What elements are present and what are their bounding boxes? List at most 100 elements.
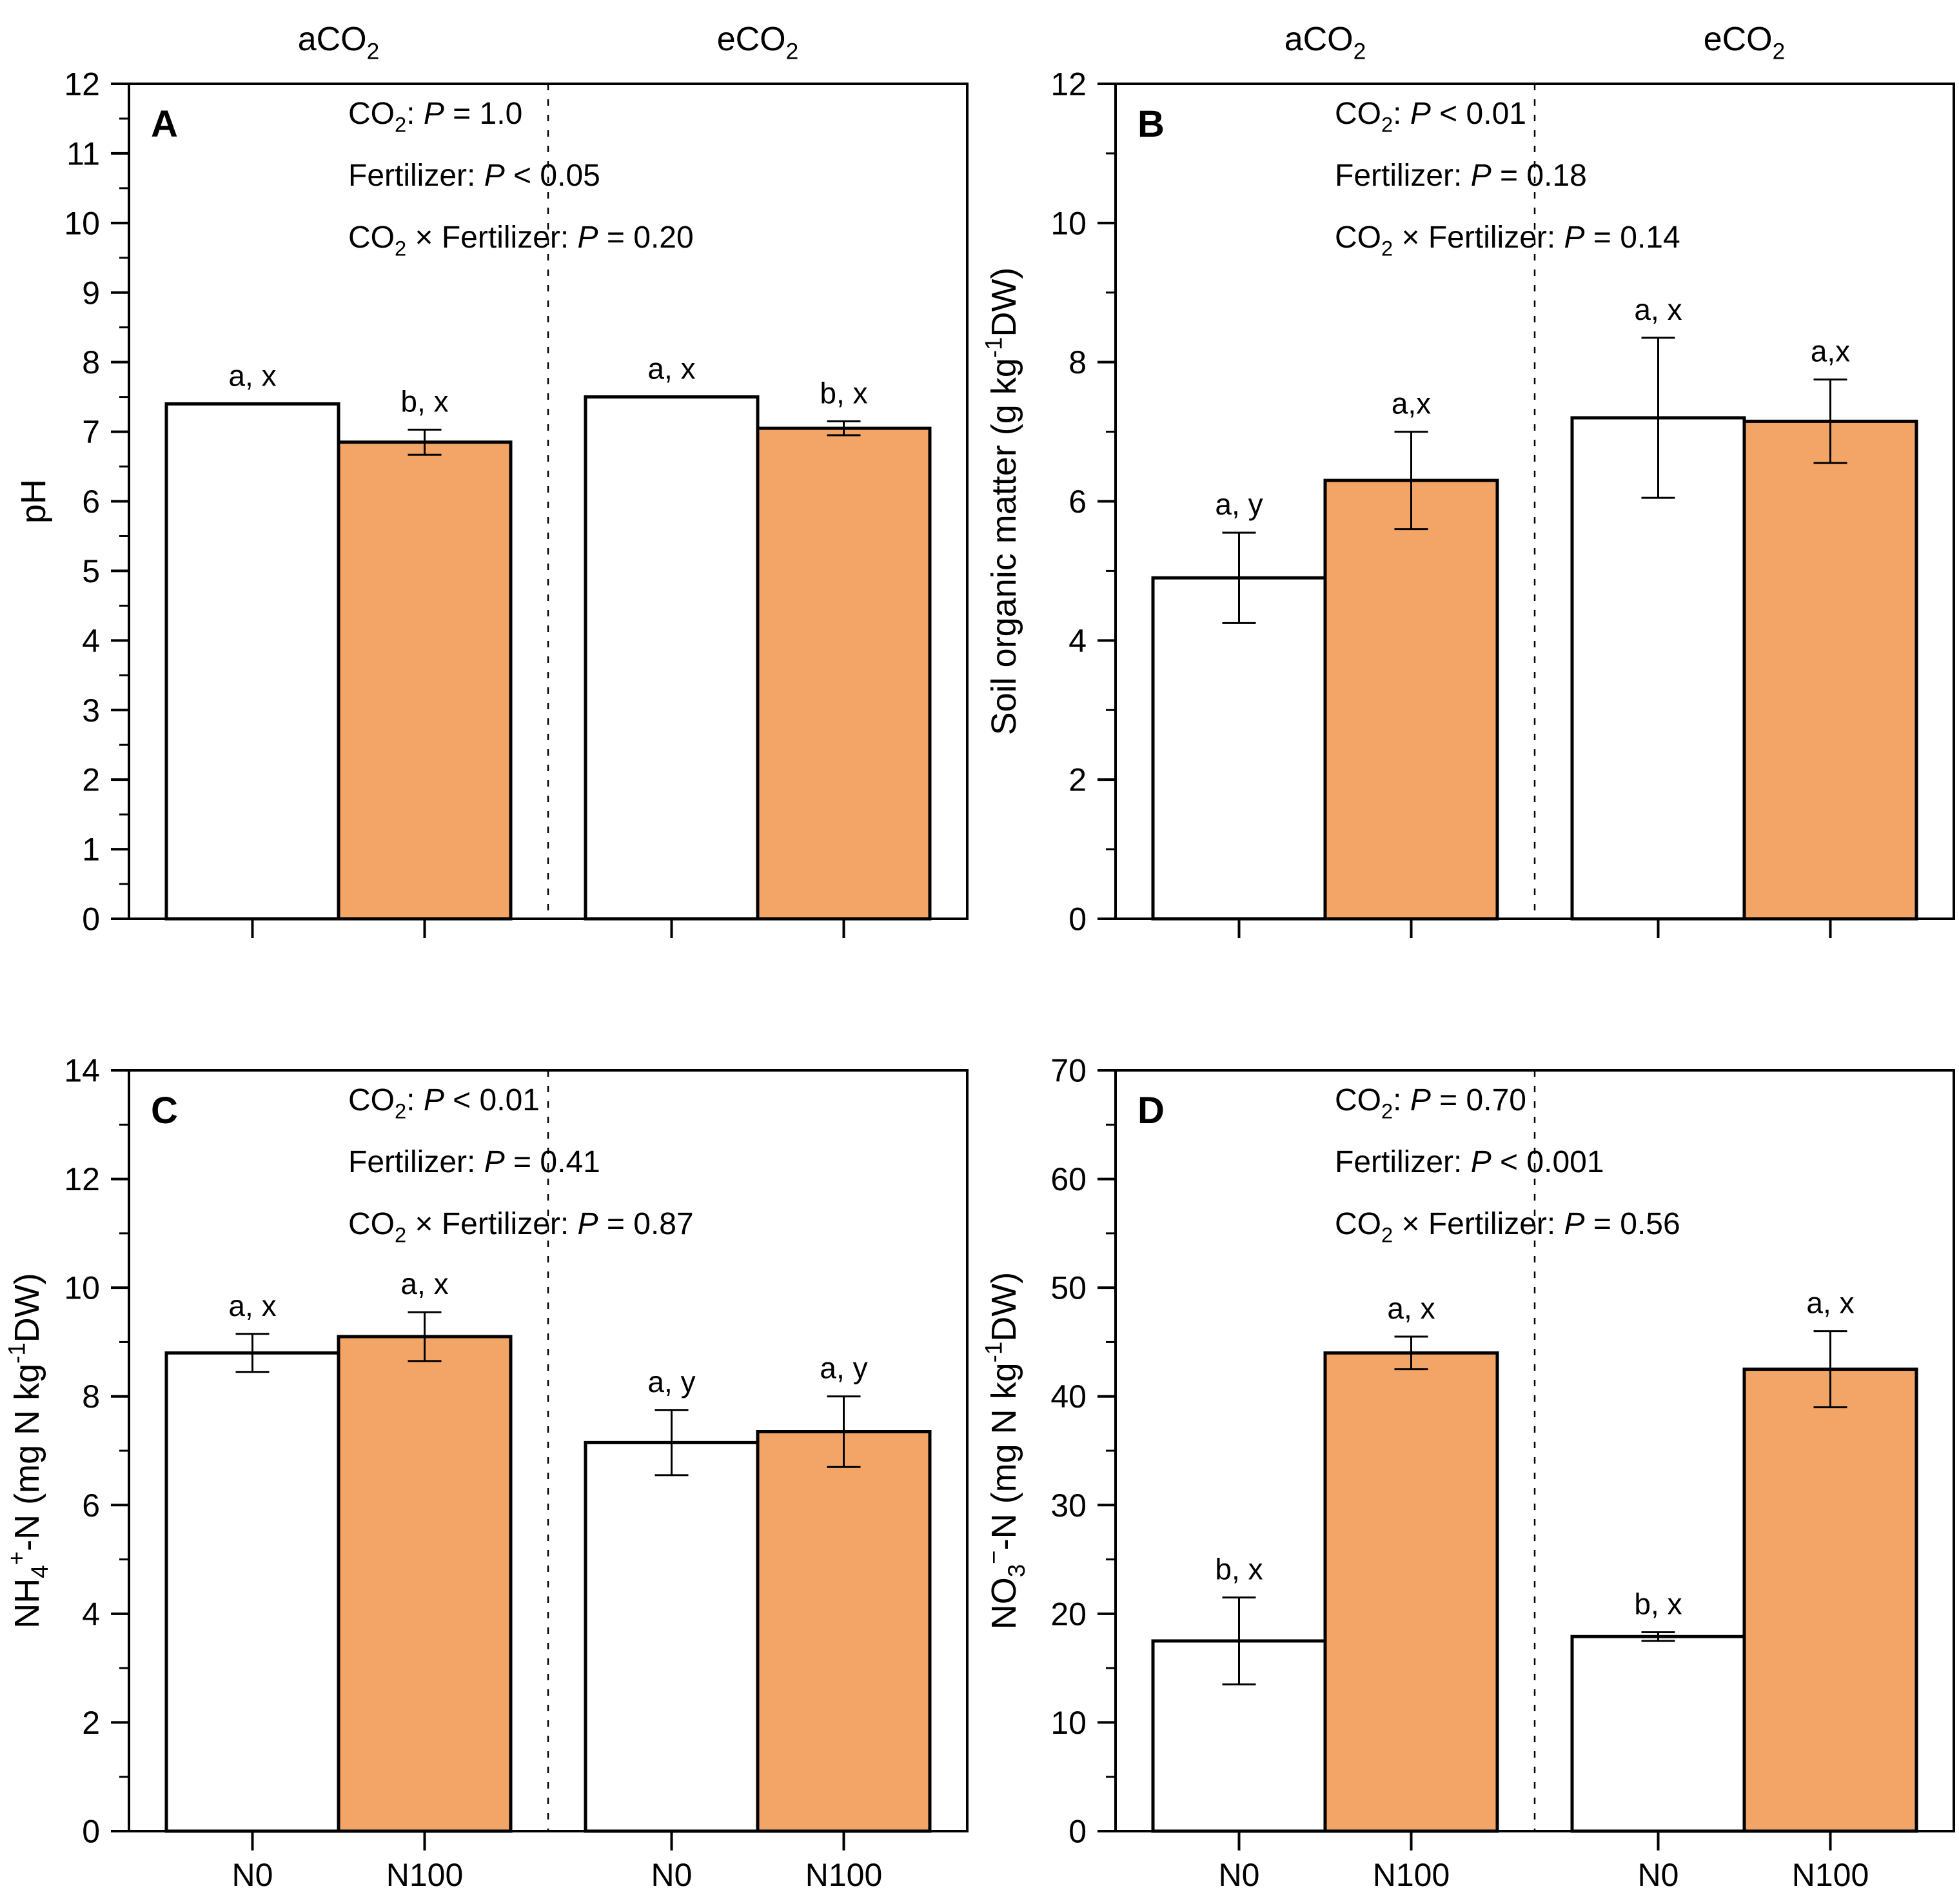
y-tick-label: 4 [82, 623, 100, 659]
stats-line-A-2: Fertilizer: P < 0.05 [348, 159, 600, 193]
y-tick-label: 5 [82, 553, 100, 589]
bar-A-aCO2-N100 [337, 440, 513, 921]
sig-label-A-0: a, x [228, 358, 276, 392]
y-axis-label: Soil organic matter (g kg-1DW) [980, 268, 1023, 736]
y-tick-label: 0 [1068, 1814, 1087, 1850]
x-tick-label: N0 [1638, 1857, 1679, 1893]
x-tick-label: N0 [232, 1857, 273, 1893]
bar-B-aCO2-N0 [1151, 576, 1327, 921]
sig-label-A-3: b, x [820, 376, 867, 409]
y-tick-label: 9 [82, 275, 100, 311]
error-bar [1222, 531, 1256, 624]
y-tick-label: 6 [1068, 484, 1087, 520]
sig-label-C-1: a, x [400, 1267, 448, 1300]
bar-C-eCO2-N0 [584, 1440, 760, 1833]
bar-A-eCO2-N100 [756, 426, 932, 921]
y-tick-label: 0 [1068, 901, 1087, 937]
sig-label-D-3: a, x [1806, 1286, 1854, 1320]
bar-D-aCO2-N100 [1323, 1351, 1499, 1833]
y-tick-label: 4 [82, 1596, 100, 1632]
sig-label-A-2: a, x [647, 352, 695, 386]
x-tick-label: N100 [1792, 1857, 1869, 1893]
bar-A-eCO2-N0 [584, 395, 760, 921]
y-tick-label: 40 [1050, 1379, 1087, 1415]
y-tick-label: 30 [1050, 1487, 1087, 1524]
stats-line-C-1: CO2: P < 0.01 [348, 1083, 540, 1123]
y-tick-label: 2 [82, 1705, 100, 1741]
y-tick-label: 10 [1050, 1705, 1087, 1741]
y-tick-label: 0 [82, 901, 100, 937]
bar-B-eCO2-N100 [1742, 419, 1918, 921]
error-bar [1394, 1335, 1428, 1371]
panel-D: b, x N0 a, x N100 b, x N0 a, x N100 0 10 20 30 40 50 6… [980, 1053, 1955, 1893]
sig-label-B-2: a, x [1634, 293, 1682, 326]
group-header-aco2: aCO2 [298, 21, 380, 64]
stats-line-C-2: Fertilizer: P = 0.41 [348, 1145, 600, 1179]
y-tick-label: 7 [82, 414, 100, 450]
stats-line-B-3: CO2 × Fertilizer: P = 0.14 [1335, 221, 1680, 260]
group-header-eco2: eCO2 [717, 21, 799, 64]
y-tick-label: 10 [64, 1270, 100, 1306]
bar-A-aCO2-N0 [164, 402, 340, 921]
bar-B-eCO2-N0 [1570, 416, 1746, 921]
bar-C-aCO2-N100 [337, 1335, 513, 1833]
stats-line-D-1: CO2: P = 0.70 [1335, 1083, 1526, 1123]
sig-label-C-0: a, x [228, 1289, 276, 1322]
y-tick-label: 1 [82, 832, 100, 868]
error-bar [1222, 1596, 1256, 1685]
bar-D-eCO2-N100 [1742, 1368, 1918, 1833]
y-axis-label: pH [14, 479, 53, 524]
y-tick-label: 20 [1050, 1596, 1087, 1632]
bar-B-aCO2-N100 [1323, 478, 1499, 921]
sig-label-B-3: a,x [1811, 335, 1850, 368]
y-tick-label: 12 [64, 1161, 100, 1197]
error-bar [235, 1333, 270, 1373]
sig-label-B-0: a, y [1215, 487, 1263, 521]
y-tick-label: 50 [1050, 1270, 1087, 1306]
group-header-aco2: aCO2 [1285, 21, 1366, 64]
panel-B: aCO2 eCO2 a, y a,x a, x a,x 0 2 4 6 8 10 12 Soil orga… [980, 21, 1955, 938]
x-tick-label: N0 [651, 1857, 693, 1893]
sig-label-D-2: b, x [1634, 1587, 1682, 1621]
error-bar [827, 420, 861, 437]
y-tick-label: 0 [82, 1814, 100, 1850]
panel-letter-A: A [151, 103, 178, 145]
x-tick-label: N100 [1373, 1857, 1450, 1893]
bar-C-eCO2-N100 [756, 1430, 932, 1833]
stats-line-D-2: Fertilizer: P < 0.001 [1335, 1145, 1604, 1179]
sig-label-D-1: a, x [1387, 1291, 1435, 1325]
y-tick-label: 14 [64, 1053, 100, 1089]
group-header-eco2: eCO2 [1704, 21, 1786, 64]
x-tick-label: N0 [1219, 1857, 1260, 1893]
sig-label-C-2: a, y [647, 1365, 695, 1399]
error-bar [408, 1311, 442, 1362]
error-bar [408, 428, 442, 456]
sig-label-A-1: b, x [400, 384, 448, 418]
x-tick-label: N100 [386, 1857, 464, 1893]
stats-line-C-3: CO2 × Fertilizer: P = 0.87 [348, 1207, 694, 1246]
panel-letter-C: C [151, 1090, 178, 1132]
y-tick-label: 70 [1050, 1053, 1087, 1089]
y-tick-label: 2 [82, 762, 100, 798]
error-bar [1641, 1631, 1675, 1642]
x-tick-label: N100 [805, 1857, 883, 1893]
bar-C-aCO2-N0 [164, 1351, 340, 1833]
sig-label-D-0: b, x [1215, 1553, 1263, 1586]
y-tick-label: 3 [82, 692, 100, 729]
stats-line-A-1: CO2: P = 1.0 [348, 97, 522, 136]
y-tick-label: 6 [82, 484, 100, 520]
panel-C: a, x N0 a, x N100 a, y N0 a, y N100 0 2 4 6 8 10 12 14 N… [3, 1053, 969, 1893]
y-tick-label: 4 [1068, 623, 1087, 659]
y-tick-label: 12 [64, 66, 100, 103]
error-bar [1813, 378, 1847, 464]
stats-line-B-1: CO2: P < 0.01 [1335, 97, 1526, 136]
panel-letter-B: B [1137, 103, 1165, 145]
sig-label-B-1: a,x [1392, 387, 1431, 420]
y-tick-label: 10 [1050, 205, 1087, 241]
y-tick-label: 8 [82, 1379, 100, 1415]
panel-letter-D: D [1137, 1090, 1165, 1132]
error-bar [827, 1395, 861, 1468]
y-tick-label: 10 [64, 205, 100, 241]
